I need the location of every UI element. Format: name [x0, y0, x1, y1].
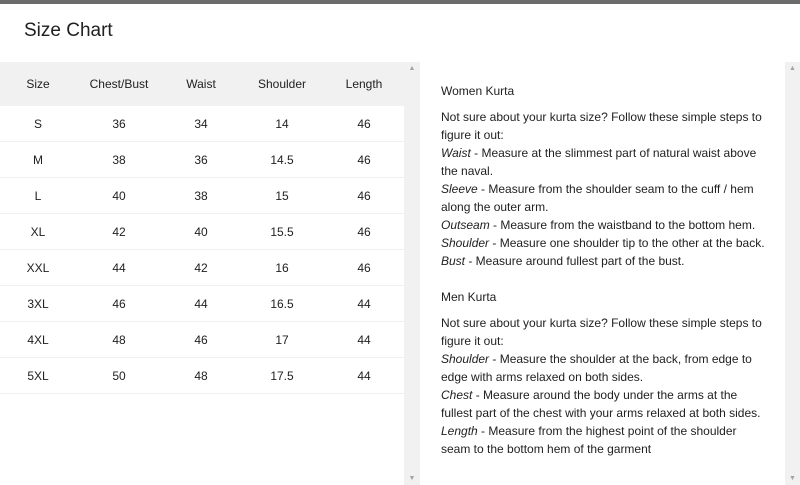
guide-item: Outseam - Measure from the waistband to …	[441, 216, 765, 234]
cell-waist: 40	[194, 224, 208, 239]
measuring-guide: Women Kurta Not sure about your kurta si…	[420, 62, 785, 485]
cell-waist: 34	[194, 116, 208, 131]
cell-chest: 40	[112, 188, 126, 203]
guide-item: Waist - Measure at the slimmest part of …	[441, 144, 765, 180]
guide-text: - Measure from the highest point of the …	[441, 424, 737, 456]
cell-size: XL	[30, 224, 46, 239]
guide-item: Chest - Measure around the body under th…	[441, 386, 765, 422]
cell-waist: 46	[194, 332, 208, 347]
guide-text: - Measure from the waistband to the bott…	[489, 218, 756, 232]
guide-item: Shoulder - Measure one shoulder tip to t…	[441, 234, 765, 252]
cell-waist: 42	[194, 260, 208, 275]
guide-term: Shoulder	[441, 352, 490, 366]
header-length: Length	[345, 77, 383, 91]
guide-term: Shoulder	[441, 236, 490, 250]
cell-chest: 42	[112, 224, 126, 239]
guide-item: Shoulder - Measure the shoulder at the b…	[441, 350, 765, 386]
women-intro: Not sure about your kurta size? Follow t…	[441, 110, 762, 142]
cell-shoulder: 15.5	[270, 224, 294, 239]
cell-chest: 38	[112, 152, 126, 167]
cell-size: XXL	[26, 260, 50, 275]
background-nav-strip	[0, 0, 800, 4]
cell-waist: 36	[194, 152, 208, 167]
cell-waist: 44	[194, 296, 208, 311]
cell-waist: 38	[194, 188, 208, 203]
cell-size: S	[33, 116, 42, 131]
cell-length: 44	[357, 332, 371, 347]
guide-item: Bust - Measure around fullest part of th…	[441, 252, 765, 270]
cell-length: 46	[357, 188, 371, 203]
cell-chest: 36	[112, 116, 126, 131]
guide-text: - Measure around the body under the arms…	[441, 388, 761, 420]
dialog-title: Size Chart	[24, 20, 113, 41]
size-table: Size Chest/Bust Waist Shoulder Length S 3…	[0, 62, 404, 485]
guide-term: Outseam	[441, 218, 490, 232]
cell-length: 44	[357, 368, 371, 383]
cell-chest: 46	[112, 296, 126, 311]
guide-item: Length - Measure from the highest point …	[441, 422, 765, 458]
table-row: XL 42 40 15.5 46	[0, 214, 404, 250]
cell-chest: 50	[112, 368, 126, 383]
scroll-up-icon[interactable]: ▲	[408, 65, 416, 72]
table-row: 4XL 48 46 17 44	[0, 322, 404, 358]
header-size: Size	[26, 77, 50, 91]
cell-shoulder: 15	[275, 188, 289, 203]
guide-text: - Measure one shoulder tip to the other …	[489, 236, 765, 250]
cell-chest: 44	[112, 260, 126, 275]
cell-shoulder: 17.5	[270, 368, 294, 383]
cell-size: 4XL	[27, 332, 49, 347]
cell-size: 5XL	[27, 368, 49, 383]
cell-length: 44	[357, 296, 371, 311]
table-row: 5XL 50 48 17.5 44	[0, 358, 404, 394]
header-chest: Chest/Bust	[89, 77, 149, 91]
guide-term: Length	[441, 424, 478, 438]
cell-chest: 48	[112, 332, 126, 347]
cell-length: 46	[357, 152, 371, 167]
cell-shoulder: 16.5	[270, 296, 294, 311]
scroll-down-icon[interactable]: ▼	[789, 475, 796, 482]
guide-term: Chest	[441, 388, 473, 402]
women-heading: Women Kurta	[441, 84, 515, 98]
cell-size: 3XL	[27, 296, 49, 311]
guide-text: - Measure from the shoulder seam to the …	[441, 182, 754, 214]
header-waist: Waist	[186, 77, 216, 91]
guide-text: - Measure the shoulder at the back, from…	[441, 352, 752, 384]
cell-shoulder: 14	[275, 116, 289, 131]
table-row: S 36 34 14 46	[0, 106, 404, 142]
table-row: 3XL 46 44 16.5 44	[0, 286, 404, 322]
cell-size: M	[33, 152, 43, 167]
cell-size: L	[34, 188, 42, 203]
guide-term: Waist	[441, 146, 471, 160]
men-intro: Not sure about your kurta size? Follow t…	[441, 316, 762, 348]
men-heading: Men Kurta	[441, 290, 497, 304]
table-row: XXL 44 42 16 46	[0, 250, 404, 286]
table-scrollbar[interactable]: ▲ ▼	[404, 62, 420, 485]
table-row: M 38 36 14.5 46	[0, 142, 404, 178]
cell-shoulder: 16	[275, 260, 289, 275]
guide-term: Sleeve	[441, 182, 478, 196]
guide-item: Sleeve - Measure from the shoulder seam …	[441, 180, 765, 216]
header-shoulder: Shoulder	[257, 77, 307, 91]
table-header: Size Chest/Bust Waist Shoulder Length	[0, 62, 404, 106]
guide-text: - Measure around fullest part of the bus…	[465, 254, 685, 268]
scroll-down-icon[interactable]: ▼	[408, 475, 416, 482]
cell-length: 46	[357, 116, 371, 131]
scroll-up-icon[interactable]: ▲	[789, 65, 796, 72]
cell-length: 46	[357, 260, 371, 275]
guide-scrollbar[interactable]: ▲ ▼	[785, 62, 800, 485]
cell-waist: 48	[194, 368, 208, 383]
cell-shoulder: 14.5	[270, 152, 294, 167]
cell-length: 46	[357, 224, 371, 239]
guide-term: Bust	[441, 254, 466, 268]
guide-text: - Measure at the slimmest part of natura…	[441, 146, 757, 178]
cell-shoulder: 17	[275, 332, 289, 347]
table-row: L 40 38 15 46	[0, 178, 404, 214]
